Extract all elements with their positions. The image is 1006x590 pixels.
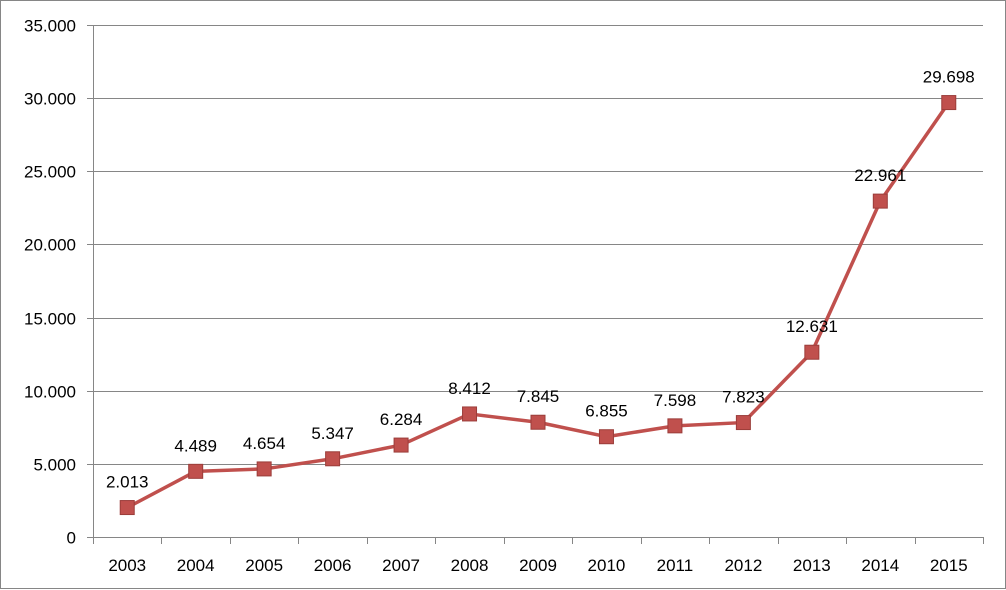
data-point-marker bbox=[804, 344, 820, 360]
data-point-marker bbox=[325, 451, 341, 467]
x-axis-tick-labels: 2003 2004 2005 2006 2007 2008 2009 2010 2011 2012… bbox=[108, 556, 967, 575]
x-tick-label: 2012 bbox=[724, 556, 762, 575]
data-label: 7.598 bbox=[654, 391, 697, 410]
data-label: 29.698 bbox=[923, 68, 975, 87]
data-point-marker bbox=[941, 95, 957, 111]
y-tick-label: 10.000 bbox=[24, 383, 76, 402]
y-tick-label: 5.000 bbox=[33, 456, 76, 475]
y-axis-tick-labels: 0 5.000 10.000 15.000 20.000 25.000 30.000 35.0… bbox=[24, 17, 76, 548]
y-tick-label: 35.000 bbox=[24, 17, 76, 36]
y-tick-label: 25.000 bbox=[24, 163, 76, 182]
data-point-marker bbox=[598, 429, 614, 445]
y-tick-label: 15.000 bbox=[24, 310, 76, 329]
data-label: 6.284 bbox=[380, 410, 423, 429]
data-label: 7.823 bbox=[722, 388, 765, 407]
data-point-marker bbox=[872, 193, 888, 209]
y-tick-label: 30.000 bbox=[24, 90, 76, 109]
axes bbox=[87, 25, 984, 544]
data-point-marker bbox=[530, 414, 546, 430]
data-label: 2.013 bbox=[106, 473, 149, 492]
y-tick-label: 0 bbox=[67, 529, 76, 548]
x-tick-label: 2007 bbox=[382, 556, 420, 575]
data-point-marker bbox=[393, 437, 409, 453]
data-point-marker bbox=[188, 463, 204, 479]
data-label: 22.961 bbox=[854, 166, 906, 185]
data-label: 7.845 bbox=[517, 387, 560, 406]
x-tick-label: 2008 bbox=[451, 556, 489, 575]
data-label: 6.855 bbox=[585, 402, 628, 421]
x-tick-label: 2011 bbox=[657, 556, 694, 575]
x-tick-label: 2005 bbox=[245, 556, 283, 575]
data-point-marker bbox=[256, 461, 272, 477]
data-label: 8.412 bbox=[448, 379, 491, 398]
x-tick-label: 2006 bbox=[314, 556, 352, 575]
data-label: 4.489 bbox=[174, 436, 217, 455]
gridlines bbox=[93, 25, 983, 465]
x-tick-label: 2013 bbox=[793, 556, 831, 575]
data-label: 12.631 bbox=[786, 317, 838, 336]
y-tick-label: 20.000 bbox=[24, 236, 76, 255]
x-tick-label: 2003 bbox=[108, 556, 146, 575]
data-point-marker bbox=[462, 406, 478, 422]
data-labels: 2.013 4.489 4.654 5.347 6.284 8.412 7.845 6.855… bbox=[106, 68, 975, 492]
x-tick-label: 2014 bbox=[861, 556, 899, 575]
x-tick-label: 2015 bbox=[930, 556, 968, 575]
x-tick-label: 2010 bbox=[588, 556, 626, 575]
x-tick-label: 2009 bbox=[519, 556, 557, 575]
series-markers bbox=[119, 95, 957, 516]
x-tick-label: 2004 bbox=[177, 556, 215, 575]
data-label: 5.347 bbox=[311, 424, 354, 443]
data-point-marker bbox=[735, 415, 751, 431]
data-point-marker bbox=[119, 500, 135, 516]
data-label: 4.654 bbox=[243, 434, 286, 453]
data-point-marker bbox=[667, 418, 683, 434]
